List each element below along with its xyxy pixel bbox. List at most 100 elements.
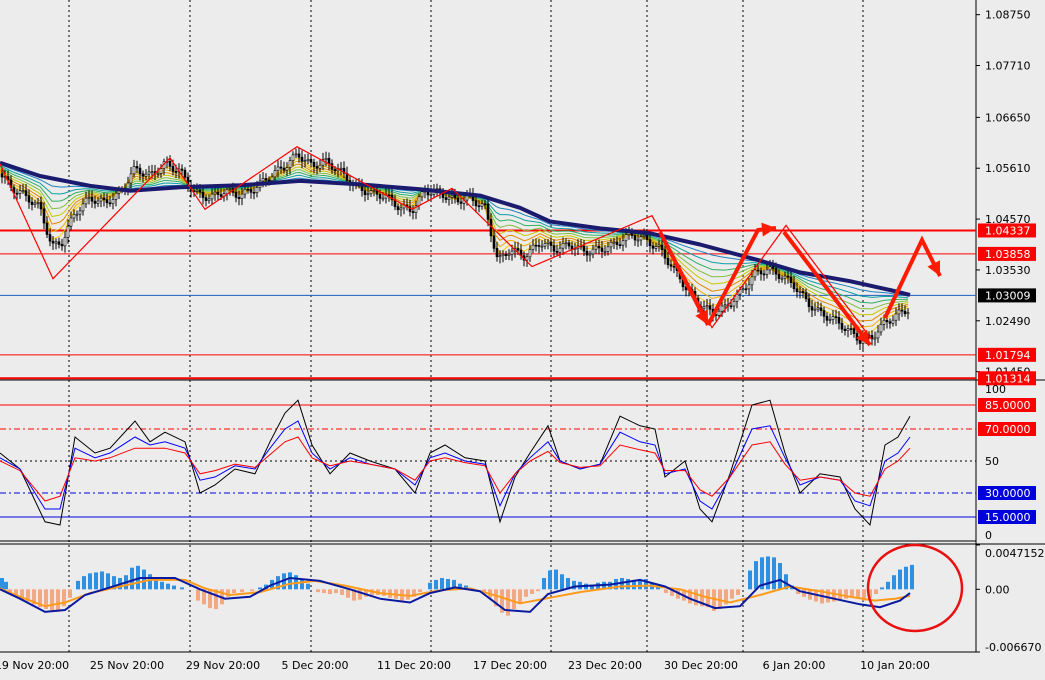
candle-body [63,237,67,247]
macd-histogram-bar [452,579,456,590]
macd-histogram-bar [656,586,660,590]
candle-body [87,196,91,199]
stochastic-level-badge [978,510,1036,524]
macd-histogram-bar [626,578,630,590]
stochastic-line [0,436,911,502]
candle-body [24,190,28,196]
macd-histogram-bar [542,578,546,590]
candle-body [834,316,838,318]
candle-body [111,199,115,204]
candle-body [102,197,106,200]
candle-body [804,292,808,300]
time-axis-label: 30 Dec 20:00 [664,659,738,672]
candle-body [762,273,766,276]
time-axis-label: 19 Nov 20:00 [0,659,69,672]
candle-body [366,193,370,196]
price-level-badge [978,223,1036,238]
candle-body [456,197,460,203]
candle-body [840,322,844,330]
macd-histogram-bar [106,573,110,590]
candle-body [0,173,4,178]
candle-body [483,203,487,206]
macd-histogram-bar [196,589,200,601]
macd-highlight-circle [866,543,964,633]
candle-body [873,337,877,340]
macd-histogram-bar [88,573,92,590]
candle-body [273,170,277,178]
candle-body [300,156,304,162]
stochastic-level-badge [978,398,1036,412]
time-axis-label: 29 Nov 20:00 [186,659,260,672]
candle-body [474,200,478,207]
candle-body [495,248,499,258]
price-level-badge-label: 1.01314 [985,372,1031,385]
candle-body [387,194,391,197]
macd-histogram-bar [844,589,848,599]
macd-histogram-bar [676,589,680,599]
candle-body [729,305,733,308]
candle-body [891,319,895,324]
candle-body [507,253,511,256]
candle-body [33,202,37,205]
candle-body [555,251,559,253]
candle-body [597,245,601,249]
macd-histogram-bar [524,589,528,597]
candle-body [81,203,85,212]
forecast-arrows [658,222,942,347]
candle-body [255,187,259,193]
macd-histogram-bar [20,589,24,600]
macd-histogram-bar [772,557,776,590]
candle-body [894,313,898,321]
time-axis-label: 25 Nov 20:00 [90,659,164,672]
candle-body [702,306,706,309]
candle-body [567,242,571,247]
candle-body [216,191,220,195]
macd-histogram-bar [8,589,12,594]
candle-body [480,203,484,207]
macd-histogram-bar [494,589,498,607]
candle-body [39,202,43,210]
candle-body [777,273,781,279]
candle-body [264,178,268,181]
candle-body [846,328,850,331]
candle-body [21,190,25,192]
candle-body [885,320,889,323]
candle-body [516,248,520,251]
candle-body [144,173,148,177]
macd-histogram-bar [32,589,36,605]
candle-body [828,319,832,321]
candle-body [285,167,289,171]
candle-body [792,282,796,290]
candle-body [756,269,760,272]
price-level-badge-label: 1.03858 [985,248,1031,261]
macd-histogram-bar [142,569,146,590]
macd-histogram-bar [44,589,48,610]
macd-histogram-bar [112,576,116,590]
candle-body [558,247,562,253]
candle-body [207,198,211,201]
macd-histogram-bar [440,578,444,590]
price-level-badge [978,347,1036,362]
candle-body [15,192,19,195]
candle-body [60,244,64,247]
candle-body [78,210,82,215]
macd-histogram-bar [180,587,184,590]
candle-body [57,241,61,245]
candle-body [816,307,820,310]
candle-body [303,160,307,162]
macd-histogram-bar [334,589,338,594]
macd-histogram-bar [250,589,254,592]
macd-histogram-bar [26,589,30,602]
candle-body [537,245,541,247]
stochastic-level-badge-label: 30.0000 [985,487,1031,500]
candle-body [420,191,424,198]
macd-histogram-bar [688,589,692,604]
candle-body [132,166,136,175]
macd-histogram-bar [760,557,764,590]
candle-body [306,159,310,161]
candle-body [444,197,448,200]
stochastic-level-badge-label: 85.0000 [985,399,1031,412]
macd-histogram-bar [590,584,594,590]
candle-body [180,168,184,171]
